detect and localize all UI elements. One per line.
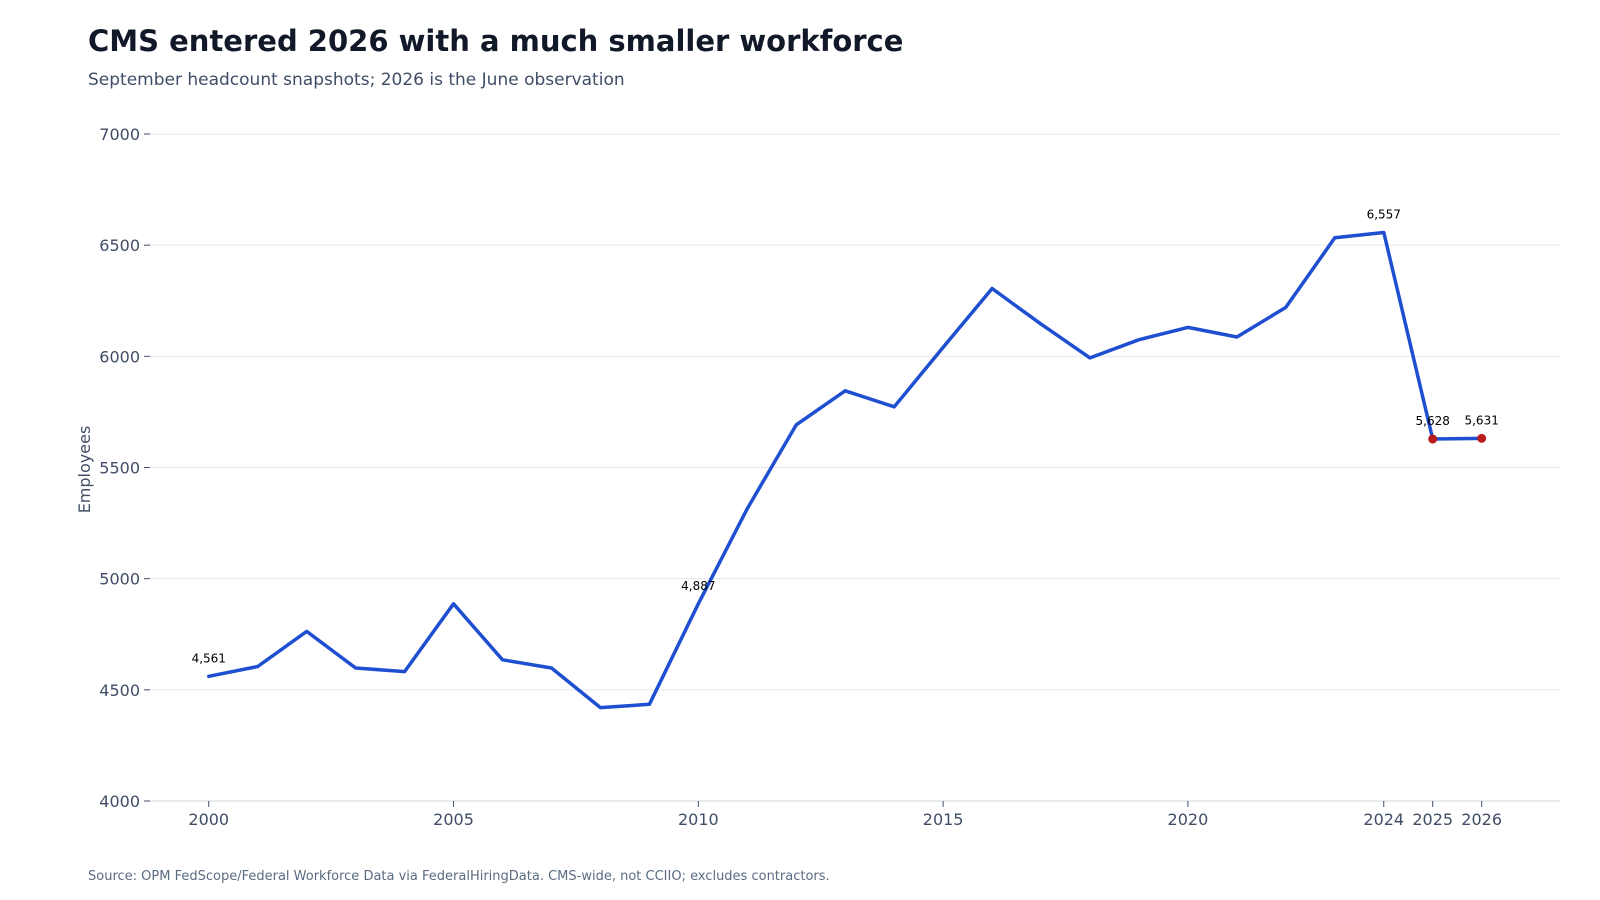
x-tick-label: 2025 <box>1412 810 1453 829</box>
y-tick-label: 6000 <box>99 347 140 366</box>
axes: 4000 4500 5000 5500 6000 6500 7000 2000 2005 2010… <box>75 125 1560 829</box>
y-tick-label: 6500 <box>99 236 140 255</box>
data-label: 4,887 <box>681 579 715 593</box>
y-axis-label: Employees <box>75 426 94 514</box>
highlight-points <box>1428 433 1487 444</box>
series-line <box>207 230 1484 710</box>
source-note: Source: OPM FedScope/Federal Workforce D… <box>88 869 830 884</box>
data-labels: 4,561 4,887 6,557 5,628 5,631 <box>192 207 1499 665</box>
chart-title: CMS entered 2026 with a much smaller wor… <box>88 24 904 58</box>
y-tick-label: 4000 <box>99 792 140 811</box>
data-label: 6,557 <box>1367 207 1401 221</box>
x-tick-label: 2010 <box>678 810 719 829</box>
x-tick-label: 2026 <box>1461 810 1502 829</box>
y-tick-label: 4500 <box>99 681 140 700</box>
x-tick-label: 2024 <box>1363 810 1404 829</box>
highlight-point <box>1428 434 1438 444</box>
x-tick-label: 2020 <box>1168 810 1209 829</box>
y-tick-label: 5000 <box>99 570 140 589</box>
highlight-point <box>1477 433 1487 443</box>
data-label: 5,631 <box>1464 413 1498 427</box>
data-label: 5,628 <box>1416 414 1450 428</box>
y-tick-label: 5500 <box>99 459 140 478</box>
chart-subtitle: September headcount snapshots; 2026 is t… <box>88 70 625 90</box>
gridlines <box>150 133 1560 802</box>
y-tick-label: 7000 <box>99 125 140 144</box>
data-label: 4,561 <box>192 651 226 665</box>
series-layer <box>207 230 1484 710</box>
x-tick-label: 2005 <box>433 810 474 829</box>
x-tick-label: 2015 <box>923 810 964 829</box>
x-tick-label: 2000 <box>188 810 229 829</box>
